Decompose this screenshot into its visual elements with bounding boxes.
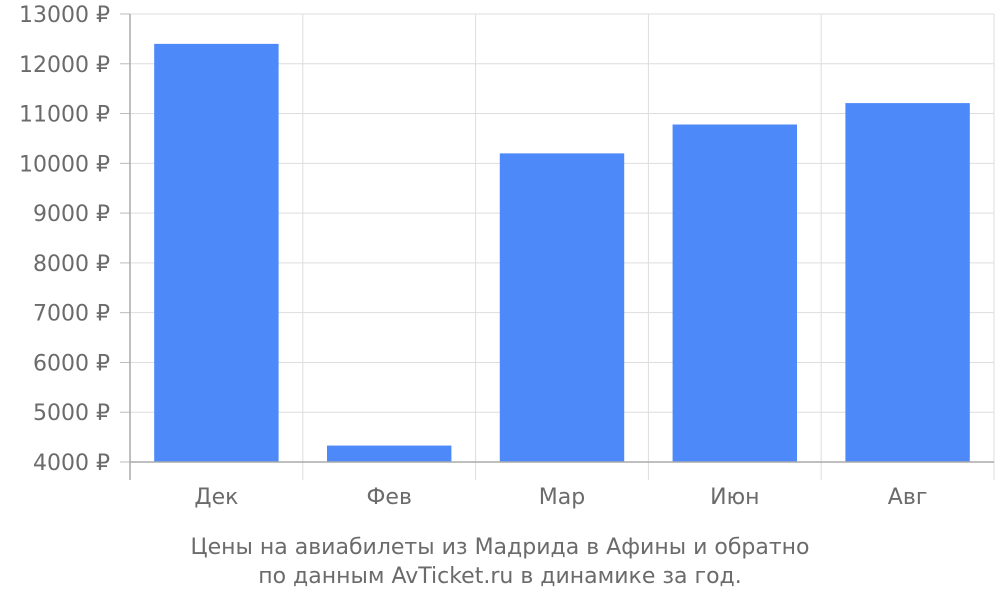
x-tick-labels: Дек Фев Мар Июн Авг bbox=[194, 485, 927, 510]
y-tick-labels: 4000 ₽ 5000 ₽ 6000 ₽ 7000 ₽ 8000 ₽ 9000 ₽ 1000… bbox=[19, 3, 110, 476]
y-tick-label: 13000 ₽ bbox=[19, 3, 110, 28]
bar-3 bbox=[499, 153, 625, 462]
x-tick-label: Фев bbox=[366, 485, 411, 510]
x-tick-label: Дек bbox=[194, 485, 238, 510]
y-tick-label: 6000 ₽ bbox=[33, 351, 110, 376]
y-tick-label: 8000 ₽ bbox=[33, 252, 110, 277]
bar-4 bbox=[672, 124, 798, 463]
bar-2 bbox=[326, 445, 452, 462]
chart-caption-line-2: по данным AvTicket.ru в динамике за год. bbox=[258, 564, 742, 589]
y-tick-label: 10000 ₽ bbox=[19, 152, 110, 177]
chart-caption-line-1: Цены на авиабилеты из Мадрида в Афины и … bbox=[190, 535, 810, 560]
x-tick-label: Июн bbox=[710, 485, 759, 510]
bar-5 bbox=[845, 103, 970, 462]
bar-1 bbox=[154, 43, 279, 462]
bars bbox=[154, 43, 970, 463]
y-tick-label: 4000 ₽ bbox=[33, 451, 110, 476]
axes bbox=[129, 14, 994, 480]
y-tick-label: 5000 ₽ bbox=[33, 401, 110, 426]
x-tick-label: Мар bbox=[539, 485, 585, 510]
x-tick-label: Авг bbox=[888, 485, 928, 510]
y-tick-label: 12000 ₽ bbox=[19, 53, 110, 78]
y-tick-label: 9000 ₽ bbox=[33, 202, 110, 227]
y-tick-label: 7000 ₽ bbox=[33, 302, 110, 327]
y-tick-label: 11000 ₽ bbox=[19, 103, 110, 128]
